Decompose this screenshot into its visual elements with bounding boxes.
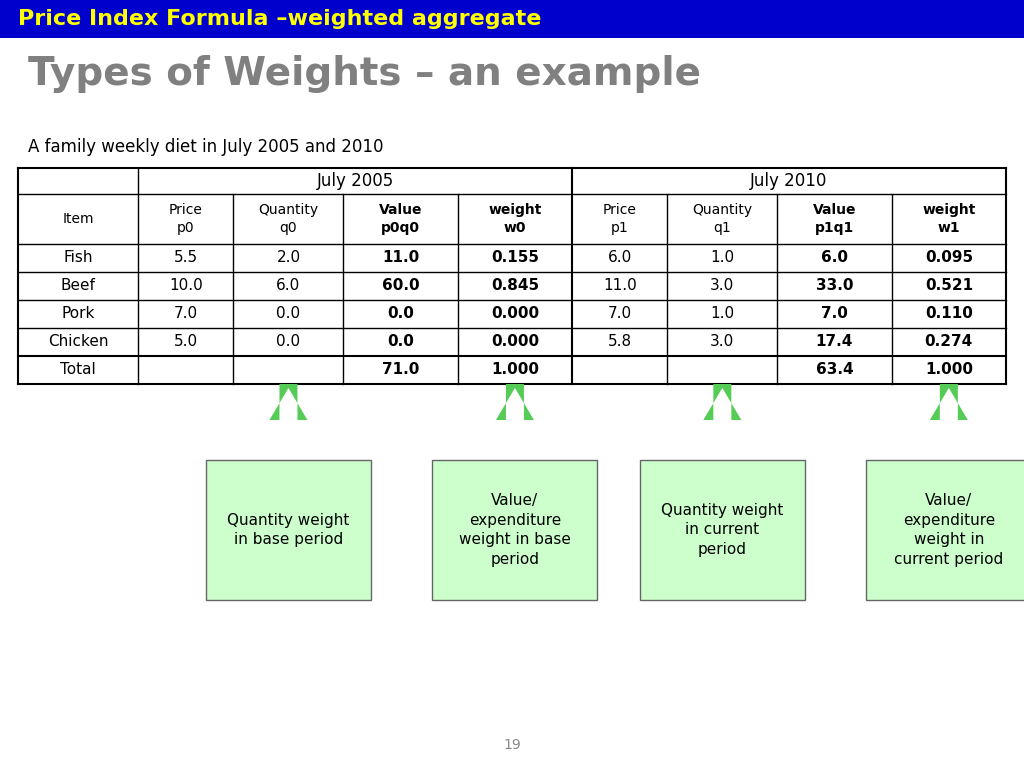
Text: weight
w1: weight w1 (923, 204, 976, 235)
Text: Pork: Pork (61, 306, 95, 322)
Text: Types of Weights – an example: Types of Weights – an example (28, 55, 701, 93)
Text: Quantity
q1: Quantity q1 (692, 204, 753, 235)
Text: 60.0: 60.0 (382, 279, 420, 293)
Polygon shape (703, 384, 741, 420)
Text: 1.0: 1.0 (711, 306, 734, 322)
Text: 0.0: 0.0 (387, 335, 414, 349)
Text: 5.0: 5.0 (174, 335, 198, 349)
Text: 3.0: 3.0 (711, 279, 734, 293)
Text: 0.000: 0.000 (490, 306, 539, 322)
Text: 0.521: 0.521 (925, 279, 973, 293)
Text: Quantity weight
in base period: Quantity weight in base period (227, 512, 349, 548)
Text: 7.0: 7.0 (174, 306, 198, 322)
Text: July 2010: July 2010 (751, 172, 827, 190)
Text: 0.110: 0.110 (925, 306, 973, 322)
Text: 33.0: 33.0 (816, 279, 853, 293)
Text: Value/
expenditure
weight in base
period: Value/ expenditure weight in base period (459, 493, 570, 568)
Text: 0.0: 0.0 (276, 335, 300, 349)
Bar (0, 0, 1024, 38)
Text: 0.155: 0.155 (490, 250, 539, 266)
Text: 6.0: 6.0 (276, 279, 301, 293)
Text: 0.845: 0.845 (490, 279, 539, 293)
Text: A family weekly diet in July 2005 and 2010: A family weekly diet in July 2005 and 20… (28, 138, 384, 156)
Text: 0.000: 0.000 (490, 335, 539, 349)
Text: Total: Total (60, 362, 96, 378)
Text: Beef: Beef (60, 279, 95, 293)
Text: 1.0: 1.0 (711, 250, 734, 266)
Text: Price Index Formula –weighted aggregate: Price Index Formula –weighted aggregate (18, 9, 542, 29)
Text: 0.274: 0.274 (925, 335, 973, 349)
Text: July 2005: July 2005 (316, 172, 394, 190)
Text: Item: Item (62, 212, 94, 226)
Text: 0.0: 0.0 (276, 306, 300, 322)
Text: Price
p1: Price p1 (603, 204, 637, 235)
Text: weight
w0: weight w0 (488, 204, 542, 235)
Text: 7.0: 7.0 (821, 306, 848, 322)
Text: 6.0: 6.0 (821, 250, 848, 266)
Text: Value/
expenditure
weight in
current period: Value/ expenditure weight in current per… (894, 493, 1004, 568)
Bar (866, 460, 1024, 600)
Text: 19: 19 (503, 738, 521, 752)
Text: 71.0: 71.0 (382, 362, 419, 378)
Text: 1.000: 1.000 (490, 362, 539, 378)
Text: 5.8: 5.8 (607, 335, 632, 349)
Text: Price
p0: Price p0 (169, 204, 203, 235)
Text: 63.4: 63.4 (816, 362, 853, 378)
Text: Value
p1q1: Value p1q1 (813, 204, 856, 235)
Text: 2.0: 2.0 (276, 250, 300, 266)
Text: 5.5: 5.5 (174, 250, 198, 266)
Text: 10.0: 10.0 (169, 279, 203, 293)
Text: Chicken: Chicken (48, 335, 109, 349)
Text: 3.0: 3.0 (711, 335, 734, 349)
Bar (640, 460, 805, 600)
Text: Value
p0q0: Value p0q0 (379, 204, 422, 235)
Text: Quantity weight
in current
period: Quantity weight in current period (662, 503, 783, 558)
Bar (432, 460, 597, 600)
Polygon shape (269, 384, 307, 420)
Text: Quantity
q0: Quantity q0 (258, 204, 318, 235)
Text: 17.4: 17.4 (816, 335, 853, 349)
Text: 0.095: 0.095 (925, 250, 973, 266)
Polygon shape (496, 384, 534, 420)
Text: 6.0: 6.0 (607, 250, 632, 266)
Text: 7.0: 7.0 (607, 306, 632, 322)
Text: 11.0: 11.0 (382, 250, 419, 266)
Text: 0.0: 0.0 (387, 306, 414, 322)
Text: 1.000: 1.000 (925, 362, 973, 378)
Polygon shape (930, 384, 968, 420)
Text: 11.0: 11.0 (603, 279, 637, 293)
Bar (206, 460, 371, 600)
Text: Fish: Fish (63, 250, 93, 266)
